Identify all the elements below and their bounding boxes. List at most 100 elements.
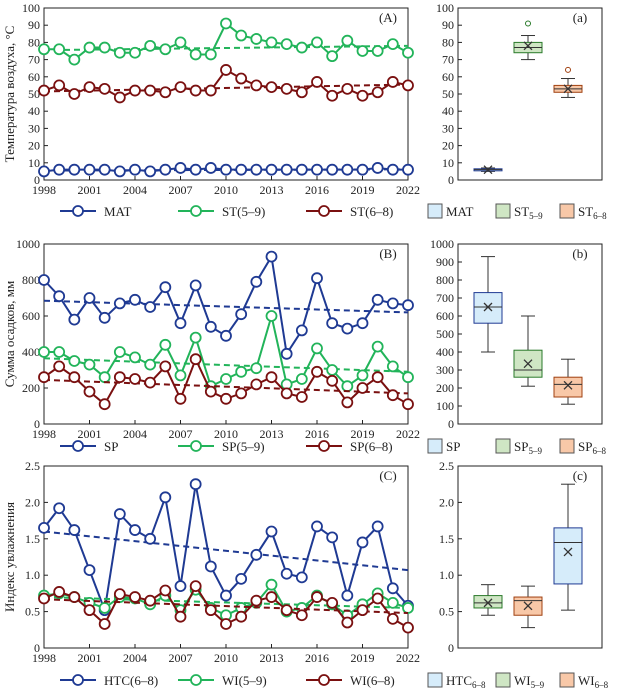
data-point: [265, 525, 278, 538]
data-point: [83, 604, 96, 617]
legend-marker: [72, 440, 84, 452]
data-point: [326, 163, 339, 176]
data-point: [38, 274, 50, 286]
data-point: [38, 371, 50, 384]
y-tick-label: 0.5: [439, 605, 454, 619]
legend-item: WI(5–9): [178, 673, 267, 688]
data-point: [280, 38, 293, 51]
data-point: [341, 322, 354, 335]
data-point: [341, 163, 354, 176]
box-mat: [473, 165, 503, 175]
data-point: [189, 48, 202, 61]
data-point: [98, 82, 111, 95]
legend-marker: [72, 674, 84, 686]
legend-marker: [190, 205, 202, 217]
data-point: [341, 82, 354, 95]
data-point: [220, 392, 232, 405]
data-point: [280, 163, 293, 176]
data-point: [98, 602, 111, 614]
data-point: [113, 297, 126, 310]
data-point: [204, 162, 217, 174]
legend-item: ST(5–9): [178, 204, 265, 219]
x-tick-label: 2019: [351, 651, 375, 665]
data-point: [220, 163, 232, 176]
data-point: [402, 602, 414, 614]
y-tick-label: 10: [28, 156, 40, 170]
x-tick-label: 2010: [214, 427, 238, 441]
data-point: [250, 594, 263, 607]
box-body: [513, 349, 543, 378]
panel-label: (b): [572, 246, 587, 261]
box-frame: [457, 465, 603, 649]
y-tick-label: 600: [436, 309, 454, 323]
y-axis-label: Индекс увлажнения: [2, 502, 17, 612]
y-tick-label: 1.5: [439, 532, 454, 546]
data-point: [326, 374, 339, 387]
data-point: [402, 398, 414, 411]
mean-marker: [483, 598, 493, 608]
data-point: [371, 592, 384, 605]
legend-marker: [72, 205, 84, 217]
data-point: [159, 491, 172, 504]
y-tick-label: 200: [436, 381, 454, 395]
legend-label: MAT: [104, 204, 132, 219]
data-point: [402, 371, 414, 384]
data-point: [265, 310, 278, 322]
legend-label: SP6–8: [578, 439, 606, 456]
x-tick-label: 2013: [260, 651, 284, 665]
data-point: [280, 387, 293, 400]
data-point: [53, 360, 66, 373]
legend-label: WI6–8: [578, 673, 609, 690]
data-point: [129, 351, 141, 364]
y-tick-label: 1.0: [25, 568, 40, 582]
y-tick-label: 1.5: [25, 532, 40, 546]
data-point: [113, 165, 126, 178]
legend-label: WI(5–9): [222, 673, 267, 688]
x-tick-label: 2016: [305, 651, 329, 665]
data-point: [98, 371, 111, 384]
data-point: [235, 387, 248, 400]
data-point: [371, 520, 384, 533]
y-tick-label: 70: [442, 53, 454, 67]
mean-marker: [563, 84, 573, 94]
x-tick-label: 2022: [396, 183, 420, 197]
data-point: [311, 76, 323, 88]
data-point: [113, 588, 126, 601]
panel-label: (B): [379, 246, 396, 261]
legend-label: SP(5–9): [222, 439, 265, 454]
y-tick-label: 0: [448, 417, 454, 431]
data-point: [295, 391, 308, 403]
y-tick-label: 100: [436, 1, 454, 15]
data-point: [311, 591, 323, 603]
trend-line-SP(5–9): [43, 357, 409, 373]
data-point: [144, 358, 157, 371]
y-tick-label: 20: [442, 139, 454, 153]
data-point: [174, 81, 187, 94]
mean-marker: [523, 41, 533, 51]
data-point: [220, 17, 232, 30]
x-tick-label: 2016: [305, 183, 329, 197]
data-point: [356, 89, 369, 102]
data-point: [129, 373, 141, 385]
data-point: [189, 84, 202, 97]
legend-swatch: [559, 438, 575, 454]
data-point: [250, 275, 263, 288]
data-point: [53, 502, 66, 515]
data-point: [265, 591, 278, 603]
data-point: [144, 84, 157, 97]
data-point: [129, 524, 141, 536]
data-point: [83, 41, 96, 54]
panel-c: 0 0.5 1.0 1.5 2.0 2.5 (c): [439, 459, 603, 655]
y-axis-label: Температура воздуха, °C: [2, 26, 17, 163]
box-body: [553, 527, 583, 585]
box-legend-item: SP6–8: [559, 438, 606, 456]
y-tick-label: 90: [28, 18, 40, 32]
data-point: [189, 279, 202, 292]
y-tick-label: 1000: [16, 237, 40, 251]
legend-marker: [190, 674, 202, 686]
y-tick-label: 800: [22, 273, 40, 287]
data-point: [356, 163, 369, 176]
mean-marker: [483, 165, 493, 175]
y-tick-label: 40: [28, 104, 40, 118]
data-point: [295, 609, 308, 622]
